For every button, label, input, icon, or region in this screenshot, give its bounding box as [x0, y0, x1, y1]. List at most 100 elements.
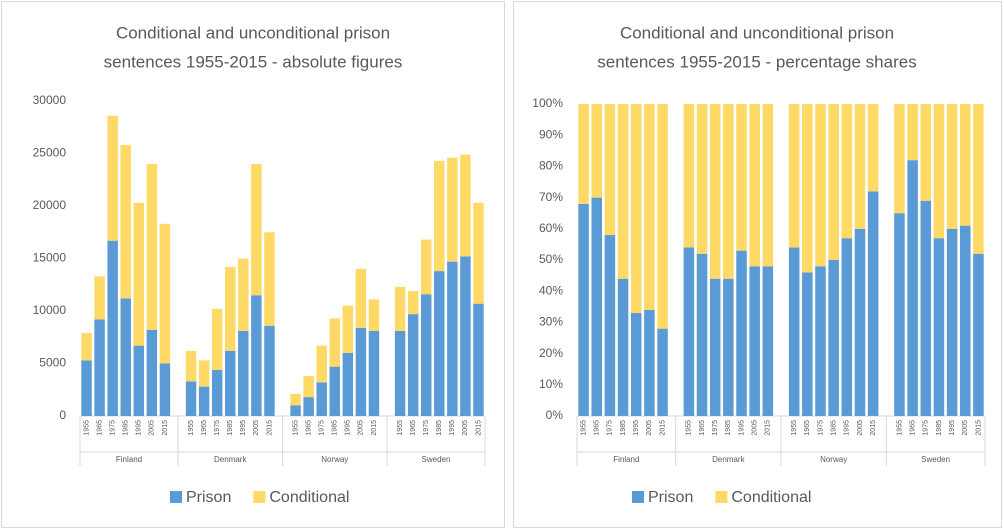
x-tick-label: 2005 — [358, 420, 365, 436]
bar-segment — [973, 104, 984, 254]
bar-segment — [630, 104, 642, 314]
legend-label: Conditional — [269, 489, 349, 506]
x-tick-label: 1965 — [305, 420, 312, 436]
bar-segment — [198, 386, 210, 416]
bar-segment — [146, 329, 158, 416]
bar-segment — [973, 253, 984, 416]
bar-segment — [828, 104, 839, 260]
bar-segment — [867, 104, 879, 192]
legend-swatch — [253, 491, 266, 503]
bar-segment — [316, 382, 327, 416]
bar-segment — [578, 104, 589, 204]
group-label: Denmark — [712, 455, 745, 464]
x-tick-label: 1965 — [909, 420, 916, 436]
chart-title: Conditional and unconditional prison — [620, 23, 894, 42]
legend-swatch — [632, 491, 644, 503]
x-tick-label: 1955 — [188, 420, 195, 436]
bar-segment — [407, 291, 419, 315]
bar-segment — [146, 164, 158, 330]
bar-segment — [604, 104, 616, 236]
bar-segment — [723, 104, 734, 279]
bar-segment — [749, 104, 760, 267]
bar-segment — [644, 309, 655, 416]
group-label: Norway — [321, 455, 348, 464]
bar-segment — [894, 104, 905, 214]
x-tick-label: 2005 — [646, 420, 653, 436]
x-tick-label: 1995 — [633, 420, 640, 436]
x-tick-label: 1955 — [686, 420, 693, 436]
x-tick-label: 1965 — [699, 420, 706, 436]
x-tick-label: 1955 — [292, 420, 299, 436]
x-tick-label: 1985 — [227, 420, 234, 436]
group-label: Finland — [613, 455, 639, 464]
x-tick-label: 1975 — [712, 420, 719, 436]
x-tick-label: 2005 — [149, 420, 156, 436]
bar-segment — [342, 305, 354, 353]
bar-segment — [591, 197, 603, 416]
x-tick-label: 1975 — [214, 420, 221, 436]
bar-segment — [329, 366, 340, 416]
x-tick-label: 1965 — [804, 420, 811, 436]
bar-segment — [120, 298, 131, 416]
bar-segment — [159, 223, 171, 364]
bar-segment — [959, 225, 971, 416]
bar-segment — [696, 104, 708, 254]
bar-segment — [604, 235, 616, 416]
x-tick-label: 1965 — [594, 420, 601, 436]
x-tick-label: 1995 — [449, 420, 456, 436]
bar-segment — [630, 313, 642, 416]
bar-segment — [120, 145, 131, 299]
x-tick-label: 1995 — [136, 420, 143, 436]
x-tick-label: 2005 — [962, 420, 969, 436]
bar-segment — [920, 200, 932, 416]
x-tick-label: 1985 — [620, 420, 627, 436]
x-tick-label: 2015 — [162, 420, 169, 436]
bar-segment — [368, 299, 380, 331]
bar-segment — [329, 318, 340, 367]
x-tick-label: 2005 — [857, 420, 864, 436]
x-tick-label: 2015 — [975, 420, 982, 436]
bar-segment — [828, 260, 839, 416]
y-tick-label: 100% — [532, 96, 563, 110]
bar-segment — [920, 104, 932, 201]
x-tick-label: 2015 — [475, 420, 482, 436]
x-tick-label: 2015 — [870, 420, 877, 436]
bar-segment — [854, 104, 866, 229]
y-tick-label: 90% — [539, 127, 563, 141]
x-tick-label: 1985 — [936, 420, 943, 436]
group-label: Denmark — [214, 455, 247, 464]
x-tick-label: 1975 — [319, 420, 326, 436]
bar-segment — [683, 247, 695, 416]
bar-segment — [736, 250, 747, 416]
bar-segment — [473, 202, 484, 304]
bar-segment — [133, 345, 145, 416]
y-tick-label: 15000 — [33, 251, 67, 265]
bar-segment — [907, 160, 918, 416]
chart-title: sentences 1955-2015 - absolute figures — [104, 52, 403, 71]
bar-segment — [788, 104, 800, 248]
bar-segment — [407, 314, 419, 416]
x-tick-label: 1985 — [123, 420, 130, 436]
bar-segment — [841, 104, 853, 239]
bar-segment — [251, 295, 262, 416]
bar-segment — [696, 253, 708, 416]
x-tick-label: 1965 — [410, 420, 417, 436]
x-tick-label: 1995 — [844, 420, 851, 436]
x-tick-label: 1965 — [96, 420, 103, 436]
x-tick-label: 2005 — [253, 420, 260, 436]
bar-segment — [434, 160, 445, 272]
bar-segment — [264, 232, 275, 326]
bar-segment — [657, 104, 668, 329]
bar-segment — [316, 345, 327, 383]
x-tick-label: 2015 — [266, 420, 273, 436]
bar-segment — [473, 303, 484, 416]
bar-segment — [709, 104, 721, 279]
bar-segment — [238, 258, 249, 331]
legend-label: Prison — [186, 489, 231, 506]
bar-segment — [854, 228, 866, 416]
bar-segment — [802, 272, 813, 416]
x-tick-label: 1965 — [201, 420, 208, 436]
bar-segment — [238, 330, 249, 416]
bar-segment — [723, 278, 734, 416]
